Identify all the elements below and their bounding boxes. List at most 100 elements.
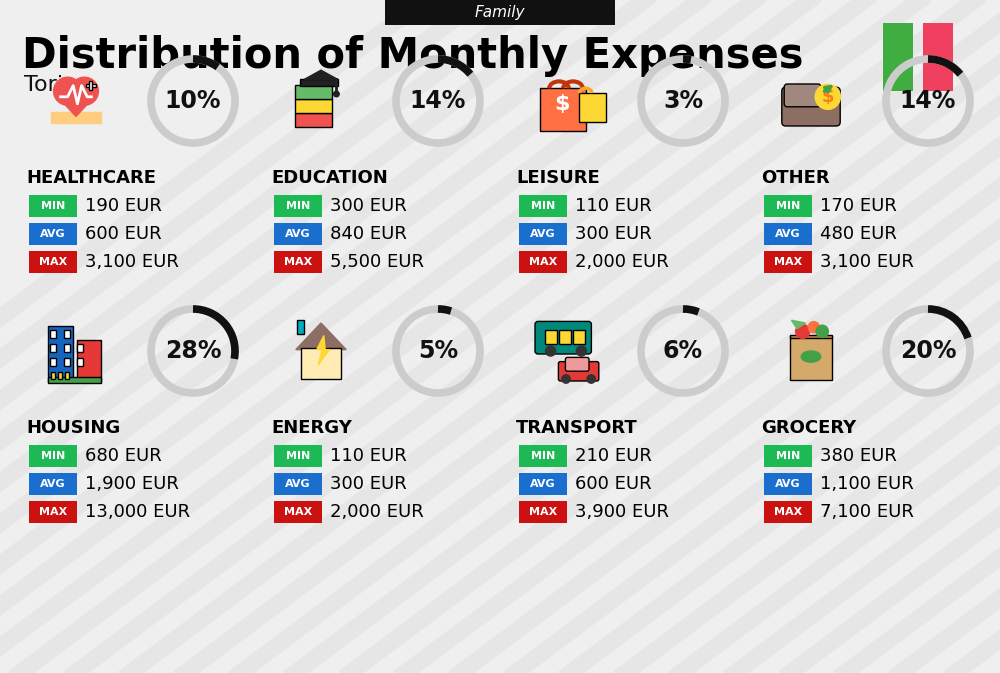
- FancyBboxPatch shape: [764, 251, 812, 273]
- Text: 380 EUR: 380 EUR: [820, 447, 897, 465]
- FancyBboxPatch shape: [77, 358, 83, 366]
- Circle shape: [546, 346, 556, 356]
- Text: 14%: 14%: [410, 89, 466, 113]
- FancyBboxPatch shape: [295, 85, 332, 99]
- FancyBboxPatch shape: [558, 361, 599, 381]
- Text: GROCERY: GROCERY: [761, 419, 856, 437]
- FancyBboxPatch shape: [29, 223, 77, 245]
- Text: 20%: 20%: [900, 339, 956, 363]
- FancyBboxPatch shape: [51, 372, 55, 379]
- Text: 3,100 EUR: 3,100 EUR: [85, 253, 179, 271]
- Text: MAX: MAX: [529, 507, 557, 517]
- Text: AVG: AVG: [530, 229, 556, 239]
- FancyBboxPatch shape: [790, 336, 832, 380]
- Circle shape: [562, 375, 570, 383]
- FancyBboxPatch shape: [29, 501, 77, 523]
- FancyBboxPatch shape: [565, 357, 589, 371]
- Text: 2,000 EUR: 2,000 EUR: [330, 503, 424, 521]
- Text: 14%: 14%: [900, 89, 956, 113]
- FancyBboxPatch shape: [50, 344, 56, 352]
- FancyBboxPatch shape: [29, 473, 77, 495]
- Text: Family: Family: [475, 5, 525, 20]
- FancyBboxPatch shape: [64, 330, 70, 339]
- Polygon shape: [791, 320, 805, 328]
- FancyBboxPatch shape: [86, 84, 96, 87]
- Text: 170 EUR: 170 EUR: [820, 197, 897, 215]
- Text: 840 EUR: 840 EUR: [330, 225, 407, 243]
- Text: AVG: AVG: [775, 479, 801, 489]
- FancyBboxPatch shape: [535, 322, 591, 354]
- Text: MAX: MAX: [39, 507, 67, 517]
- FancyBboxPatch shape: [545, 330, 557, 344]
- Text: 6%: 6%: [663, 339, 703, 363]
- Text: LEISURE: LEISURE: [516, 169, 600, 187]
- FancyBboxPatch shape: [64, 344, 70, 352]
- Text: Torino: Torino: [24, 75, 91, 95]
- Text: AVG: AVG: [40, 479, 66, 489]
- Text: 5,500 EUR: 5,500 EUR: [330, 253, 424, 271]
- Text: 5%: 5%: [418, 339, 458, 363]
- FancyBboxPatch shape: [48, 326, 73, 382]
- FancyBboxPatch shape: [782, 87, 840, 126]
- Circle shape: [808, 322, 819, 333]
- Text: 110 EUR: 110 EUR: [575, 197, 652, 215]
- Text: AVG: AVG: [775, 229, 801, 239]
- Text: MAX: MAX: [284, 257, 312, 267]
- FancyBboxPatch shape: [274, 445, 322, 467]
- Text: 300 EUR: 300 EUR: [330, 197, 407, 215]
- Circle shape: [334, 92, 339, 97]
- FancyBboxPatch shape: [48, 377, 101, 383]
- Text: 7,100 EUR: 7,100 EUR: [820, 503, 914, 521]
- Circle shape: [576, 346, 586, 356]
- FancyBboxPatch shape: [764, 445, 812, 467]
- FancyBboxPatch shape: [883, 23, 913, 91]
- Text: MAX: MAX: [774, 257, 802, 267]
- FancyBboxPatch shape: [559, 330, 571, 344]
- FancyBboxPatch shape: [29, 251, 77, 273]
- FancyBboxPatch shape: [77, 340, 101, 382]
- FancyBboxPatch shape: [64, 358, 70, 366]
- FancyBboxPatch shape: [923, 23, 953, 91]
- FancyBboxPatch shape: [89, 81, 92, 90]
- FancyBboxPatch shape: [764, 195, 812, 217]
- Text: MAX: MAX: [774, 507, 802, 517]
- FancyBboxPatch shape: [297, 320, 304, 334]
- FancyBboxPatch shape: [573, 330, 585, 344]
- Text: 1,900 EUR: 1,900 EUR: [85, 475, 179, 493]
- FancyBboxPatch shape: [300, 79, 338, 85]
- Text: EDUCATION: EDUCATION: [271, 169, 388, 187]
- Text: 110 EUR: 110 EUR: [330, 447, 407, 465]
- Text: AVG: AVG: [285, 479, 311, 489]
- FancyBboxPatch shape: [274, 195, 322, 217]
- Text: HEALTHCARE: HEALTHCARE: [26, 169, 156, 187]
- Text: HOUSING: HOUSING: [26, 419, 120, 437]
- Polygon shape: [317, 336, 329, 365]
- FancyBboxPatch shape: [519, 223, 567, 245]
- Text: MIN: MIN: [776, 201, 800, 211]
- Text: MIN: MIN: [776, 451, 800, 461]
- Circle shape: [815, 84, 840, 110]
- Text: 600 EUR: 600 EUR: [85, 225, 162, 243]
- FancyBboxPatch shape: [764, 473, 812, 495]
- FancyBboxPatch shape: [540, 87, 586, 131]
- FancyBboxPatch shape: [77, 344, 83, 352]
- Text: 600 EUR: 600 EUR: [575, 475, 652, 493]
- FancyBboxPatch shape: [301, 348, 341, 379]
- Ellipse shape: [801, 351, 821, 362]
- Polygon shape: [55, 94, 97, 116]
- Text: MIN: MIN: [286, 201, 310, 211]
- FancyBboxPatch shape: [274, 223, 322, 245]
- Text: 3,100 EUR: 3,100 EUR: [820, 253, 914, 271]
- FancyBboxPatch shape: [29, 195, 77, 217]
- FancyBboxPatch shape: [58, 372, 62, 379]
- Text: 190 EUR: 190 EUR: [85, 197, 162, 215]
- Text: 1,100 EUR: 1,100 EUR: [820, 475, 914, 493]
- Text: 10%: 10%: [165, 89, 221, 113]
- Text: Distribution of Monthly Expenses: Distribution of Monthly Expenses: [22, 35, 804, 77]
- FancyBboxPatch shape: [519, 501, 567, 523]
- FancyBboxPatch shape: [519, 473, 567, 495]
- FancyBboxPatch shape: [65, 372, 69, 379]
- Polygon shape: [296, 323, 346, 349]
- FancyBboxPatch shape: [519, 251, 567, 273]
- Text: AVG: AVG: [530, 479, 556, 489]
